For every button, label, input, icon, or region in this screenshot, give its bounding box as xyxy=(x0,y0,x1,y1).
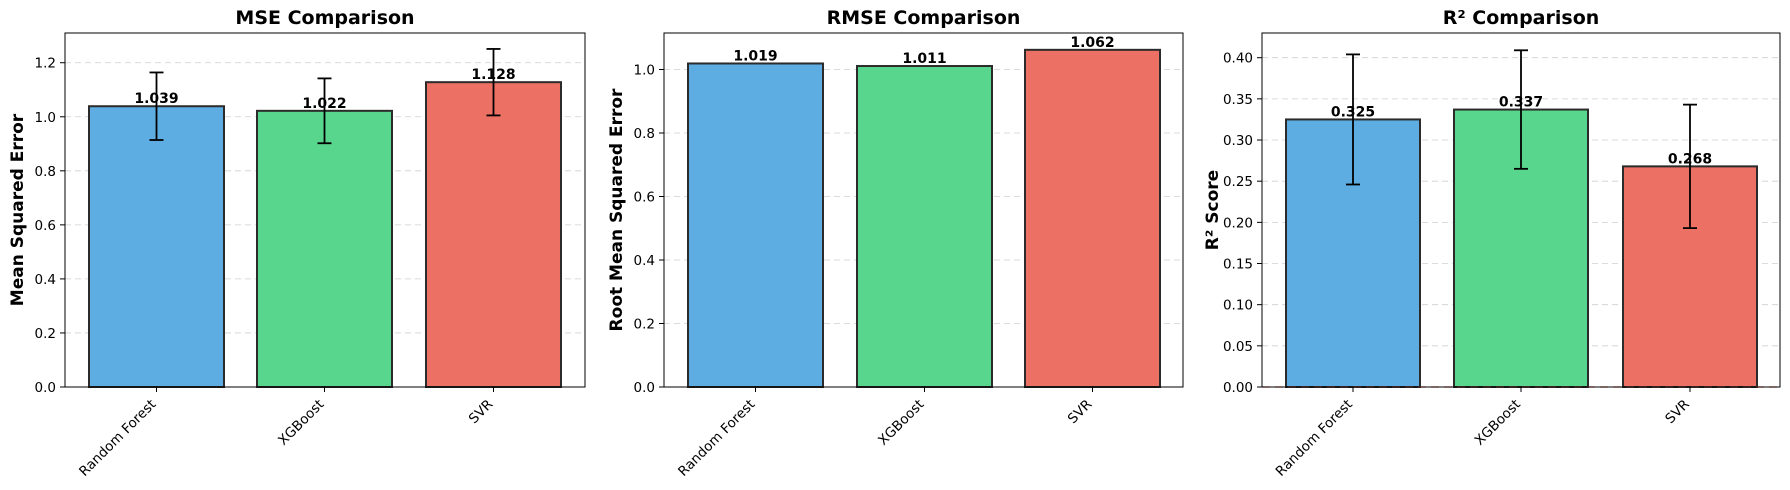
x-tick-label: XGBoost xyxy=(275,397,327,449)
bar-random-forest xyxy=(687,62,824,389)
y-tick-label: 0.40 xyxy=(1223,51,1253,67)
bar-svr xyxy=(425,81,562,389)
y-tick-label: 0.6 xyxy=(634,190,655,206)
y-tick-label: 1.2 xyxy=(35,56,56,72)
chart-title: R² Comparison xyxy=(1443,7,1600,29)
y-axis-label: R² Score xyxy=(1203,170,1223,250)
data-label: 0.325 xyxy=(1331,104,1375,120)
chart-title: RMSE Comparison xyxy=(827,7,1021,29)
y-tick-label: 0.05 xyxy=(1223,339,1253,355)
bar-xgboost xyxy=(256,109,393,388)
y-tick-label: 0.0 xyxy=(634,380,655,396)
x-tick-label: Random Forest xyxy=(76,397,159,480)
y-tick-label: 0.2 xyxy=(634,317,655,333)
bar-xgboost xyxy=(856,65,993,389)
chart-title: MSE Comparison xyxy=(235,7,414,29)
y-tick-label: 0.10 xyxy=(1223,298,1253,314)
y-tick-label: 0.6 xyxy=(35,218,56,234)
data-label: 1.011 xyxy=(902,51,946,67)
y-axis-label: Root Mean Squared Error xyxy=(607,88,627,331)
data-label: 0.337 xyxy=(1499,95,1543,111)
y-tick-label: 0.4 xyxy=(35,272,56,288)
x-tick-label: Random Forest xyxy=(675,397,758,480)
y-axis-label: Mean Squared Error xyxy=(8,113,28,306)
y-tick-label: 0.2 xyxy=(35,326,56,342)
data-label: 1.039 xyxy=(134,91,178,107)
y-tick-label: 0.4 xyxy=(634,253,655,269)
plot-frame xyxy=(663,32,1184,388)
data-label: 1.128 xyxy=(471,67,515,83)
chart-panel: 0.325 0.337 0.268 0.00 0.05 0.10 0.15 0.20 0.25 0… xyxy=(1203,7,1781,480)
x-tick-label: SVR xyxy=(1065,397,1096,428)
y-tick-label: 0.0 xyxy=(35,380,56,396)
bar-random-forest xyxy=(88,105,225,389)
data-label: 1.062 xyxy=(1070,35,1114,51)
data-label: 0.268 xyxy=(1668,151,1712,167)
y-tick-label: 0.15 xyxy=(1223,257,1253,273)
y-tick-label: 0.8 xyxy=(634,126,655,142)
x-tick-label: Random Forest xyxy=(1273,397,1356,480)
data-label: 1.022 xyxy=(302,96,346,112)
data-label: 1.019 xyxy=(733,48,777,64)
y-tick-label: 0.20 xyxy=(1223,215,1253,231)
y-tick-label: 0.25 xyxy=(1223,174,1253,190)
y-tick-label: 1.0 xyxy=(634,63,655,79)
y-tick-label: 0.8 xyxy=(35,164,56,180)
bar-svr xyxy=(1024,48,1161,388)
y-tick-label: 1.0 xyxy=(35,110,56,126)
y-tick-label: 0.00 xyxy=(1223,380,1253,396)
y-tick-label: 0.35 xyxy=(1223,92,1253,108)
x-tick-label: XGBoost xyxy=(875,397,927,449)
chart-panel: 1.019 1.011 1.062 0.0 0.2 0.4 0.6 0.8 1.0 Random … xyxy=(607,7,1184,480)
y-tick-label: 0.30 xyxy=(1223,133,1253,149)
x-tick-label: XGBoost xyxy=(1472,397,1524,449)
x-tick-label: SVR xyxy=(1662,397,1693,428)
x-tick-label: SVR xyxy=(466,397,497,428)
chart-panel: 1.039 1.022 1.128 0.0 0.2 0.4 0.6 0.8 1.0 1.2 Rand… xyxy=(8,7,586,480)
